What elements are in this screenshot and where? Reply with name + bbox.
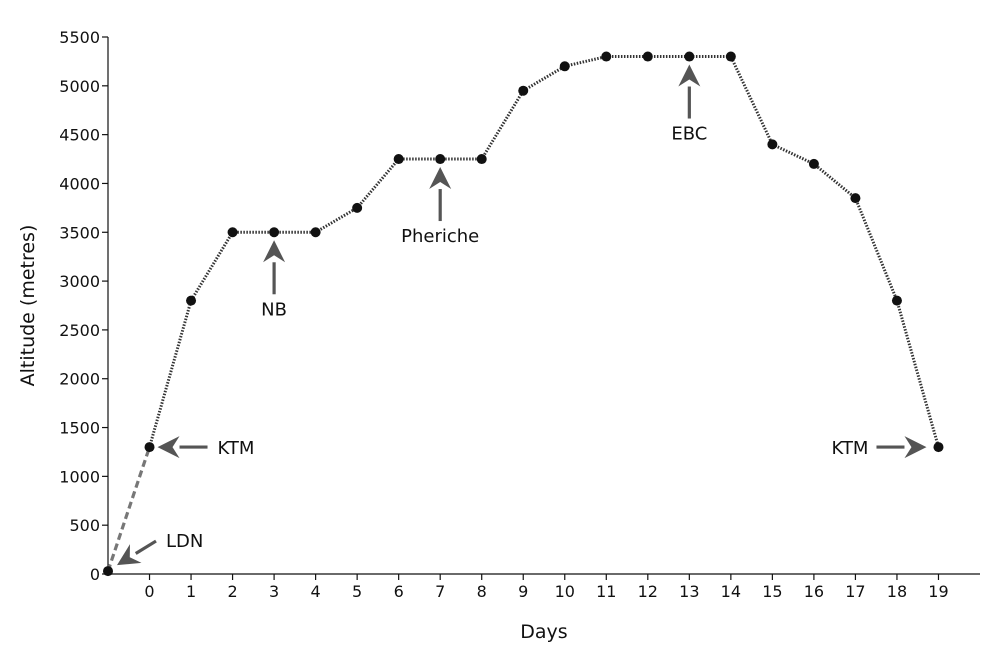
- data-point: [767, 139, 778, 150]
- data-point: [518, 85, 529, 96]
- x-tick-label: 16: [804, 582, 824, 601]
- y-tick-label: 1500: [59, 419, 100, 438]
- annotation-arrow-head: [117, 544, 142, 566]
- x-tick-label: 12: [638, 582, 658, 601]
- data-point: [684, 51, 695, 62]
- x-axis-title: Days: [520, 621, 567, 643]
- y-tick-label: 2000: [59, 370, 100, 389]
- y-tick-label: 5500: [59, 28, 100, 47]
- axes: 0 500 1000 1500 2000 2500 3000 3500 4000 4500 5000…: [59, 28, 980, 601]
- data-point: [601, 51, 612, 62]
- data-point: [476, 154, 487, 165]
- data-point: [269, 227, 280, 238]
- data-point: [850, 193, 861, 204]
- y-tick-label: 4000: [59, 174, 100, 193]
- data-point: [310, 227, 321, 238]
- x-tick-label: 2: [227, 582, 237, 601]
- y-tick-label: 3000: [59, 272, 100, 291]
- annotation-arrow-head: [678, 64, 701, 87]
- x-tick-label: 1: [186, 582, 196, 601]
- annotation-label: KTM: [218, 438, 255, 459]
- y-tick-label: 2500: [59, 321, 100, 340]
- x-tick-label: 5: [352, 582, 362, 601]
- annotation-arrow-head: [157, 436, 180, 459]
- annotation-arrow-head: [904, 436, 927, 459]
- data-point: [103, 566, 113, 577]
- x-tick-label: 15: [762, 582, 782, 601]
- x-tick-label: 8: [477, 582, 487, 601]
- annotation-arrow-head: [263, 240, 286, 263]
- x-tick-label: 4: [311, 582, 321, 601]
- x-tick-label: 17: [845, 582, 865, 601]
- x-tick-label: 11: [596, 582, 616, 601]
- data-point: [186, 295, 197, 306]
- y-tick-label: 3500: [59, 223, 100, 242]
- data-point: [559, 61, 570, 72]
- x-tick-label: 9: [518, 582, 528, 601]
- data-point: [352, 202, 363, 213]
- annotation-arrow-head: [429, 167, 452, 190]
- data-point: [642, 51, 653, 62]
- x-tick-label: 19: [928, 582, 948, 601]
- data-point: [891, 295, 902, 306]
- annotations: LDN KTM NB Pheriche EBC KTM: [117, 64, 927, 566]
- y-tick-label: 5000: [59, 77, 100, 96]
- x-tick-label: 7: [435, 582, 445, 601]
- data-point: [393, 154, 404, 165]
- data-point: [435, 154, 446, 165]
- annotation-arrow-shaft: [134, 539, 157, 555]
- annotation-label: EBC: [671, 124, 707, 145]
- data-point: [808, 158, 819, 169]
- data-points: [103, 51, 944, 577]
- y-tick-label: 4500: [59, 126, 100, 145]
- x-tick-label: 13: [679, 582, 699, 601]
- data-point: [227, 227, 238, 238]
- annotation-label: LDN: [166, 531, 203, 552]
- x-tick-label: 0: [144, 582, 154, 601]
- x-tick-label: 3: [269, 582, 279, 601]
- data-point: [725, 51, 736, 62]
- y-tick-label: 0: [90, 565, 100, 584]
- y-axis-title: Altitude (metres): [17, 225, 39, 387]
- data-point: [144, 442, 155, 453]
- x-tick-label: 18: [887, 582, 907, 601]
- annotation-label: NB: [261, 299, 287, 320]
- annotation-label: Pheriche: [401, 226, 479, 247]
- y-tick-label: 500: [69, 516, 100, 535]
- series-line-dotted: [148, 55, 940, 448]
- x-tick-label: 14: [721, 582, 741, 601]
- x-tick-label: 6: [394, 582, 404, 601]
- y-tick-label: 1000: [59, 467, 100, 486]
- data-point: [933, 442, 944, 453]
- annotation-label: KTM: [832, 438, 869, 459]
- series-lines: [106, 55, 940, 572]
- x-tick-label: 10: [555, 582, 575, 601]
